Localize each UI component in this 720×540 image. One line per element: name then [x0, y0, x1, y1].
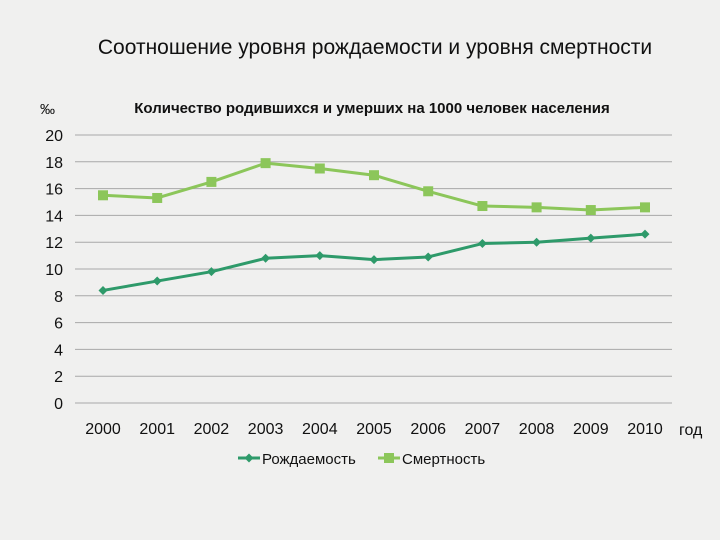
data-point-diamond — [369, 255, 379, 265]
data-point-diamond — [640, 229, 650, 239]
series-line — [102, 161, 646, 212]
x-tick-label: 2001 — [139, 421, 175, 438]
x-tick-label: 2005 — [356, 421, 392, 438]
data-point-diamond — [261, 253, 271, 263]
x-tick-label: 2000 — [85, 421, 121, 438]
x-tick-label: 2002 — [194, 421, 230, 438]
y-tick-label: 18 — [45, 155, 63, 172]
legend-marker-square — [384, 453, 394, 463]
data-point-diamond — [423, 252, 433, 262]
data-point-square — [477, 201, 488, 212]
data-point-square — [423, 186, 434, 197]
x-tick-label: 2003 — [248, 421, 284, 438]
y-tick-label: 14 — [45, 208, 63, 225]
series-death-rate — [98, 158, 650, 216]
y-axis-unit-label: ‰ — [40, 101, 55, 118]
data-point-square — [260, 158, 271, 169]
x-axis-ticks: 2000 2001 2002 2003 2004 2005 2006 2007 2008 2009… — [85, 421, 663, 438]
y-tick-label: 2 — [54, 369, 63, 386]
series-layer — [98, 158, 650, 295]
data-point-diamond — [206, 267, 216, 277]
data-point-square — [585, 205, 596, 216]
data-point-diamond — [586, 233, 596, 243]
y-tick-label: 16 — [45, 182, 63, 199]
data-point-square — [314, 163, 325, 174]
y-tick-label: 10 — [45, 262, 63, 279]
data-point-square — [640, 202, 650, 213]
data-point-square — [531, 202, 542, 213]
y-tick-label: 0 — [54, 396, 63, 413]
data-point-square — [206, 176, 217, 187]
y-tick-label: 6 — [54, 316, 63, 333]
x-tick-label: 2004 — [302, 421, 338, 438]
y-tick-label: 4 — [54, 342, 63, 359]
data-point-diamond — [98, 285, 108, 295]
legend: Рождаемость Смертность — [238, 451, 485, 468]
x-tick-label: 2006 — [410, 421, 446, 438]
series-birth-rate — [98, 229, 650, 295]
legend-item: Смертность — [378, 451, 485, 468]
data-point-diamond — [152, 276, 162, 286]
y-axis-ticks: 0 2 4 6 8 10 12 14 16 18 20 — [45, 128, 63, 413]
x-tick-label: 2008 — [519, 421, 555, 438]
data-point-diamond — [532, 237, 542, 247]
x-tick-label: 2007 — [465, 421, 501, 438]
y-tick-label: 8 — [54, 289, 63, 306]
gridlines — [75, 134, 672, 404]
chart-title: Количество родившихся и умерших на 1000 … — [134, 100, 610, 117]
data-point-square — [152, 192, 163, 203]
data-point-diamond — [315, 251, 325, 261]
x-axis-unit-label: год — [679, 422, 703, 439]
legend-label: Рождаемость — [262, 451, 356, 468]
legend-marker-diamond — [244, 453, 254, 463]
legend-label: Смертность — [402, 451, 485, 468]
y-tick-label: 12 — [45, 235, 63, 252]
data-point-square — [98, 190, 108, 201]
x-tick-label: 2009 — [573, 421, 609, 438]
x-tick-label: 2010 — [627, 421, 663, 438]
y-tick-label: 20 — [45, 128, 63, 145]
data-point-diamond — [477, 239, 487, 249]
data-point-square — [369, 170, 379, 181]
slide-title: Соотношение уровня рождаемости и уровня … — [97, 36, 653, 59]
legend-item: Рождаемость — [238, 451, 356, 468]
